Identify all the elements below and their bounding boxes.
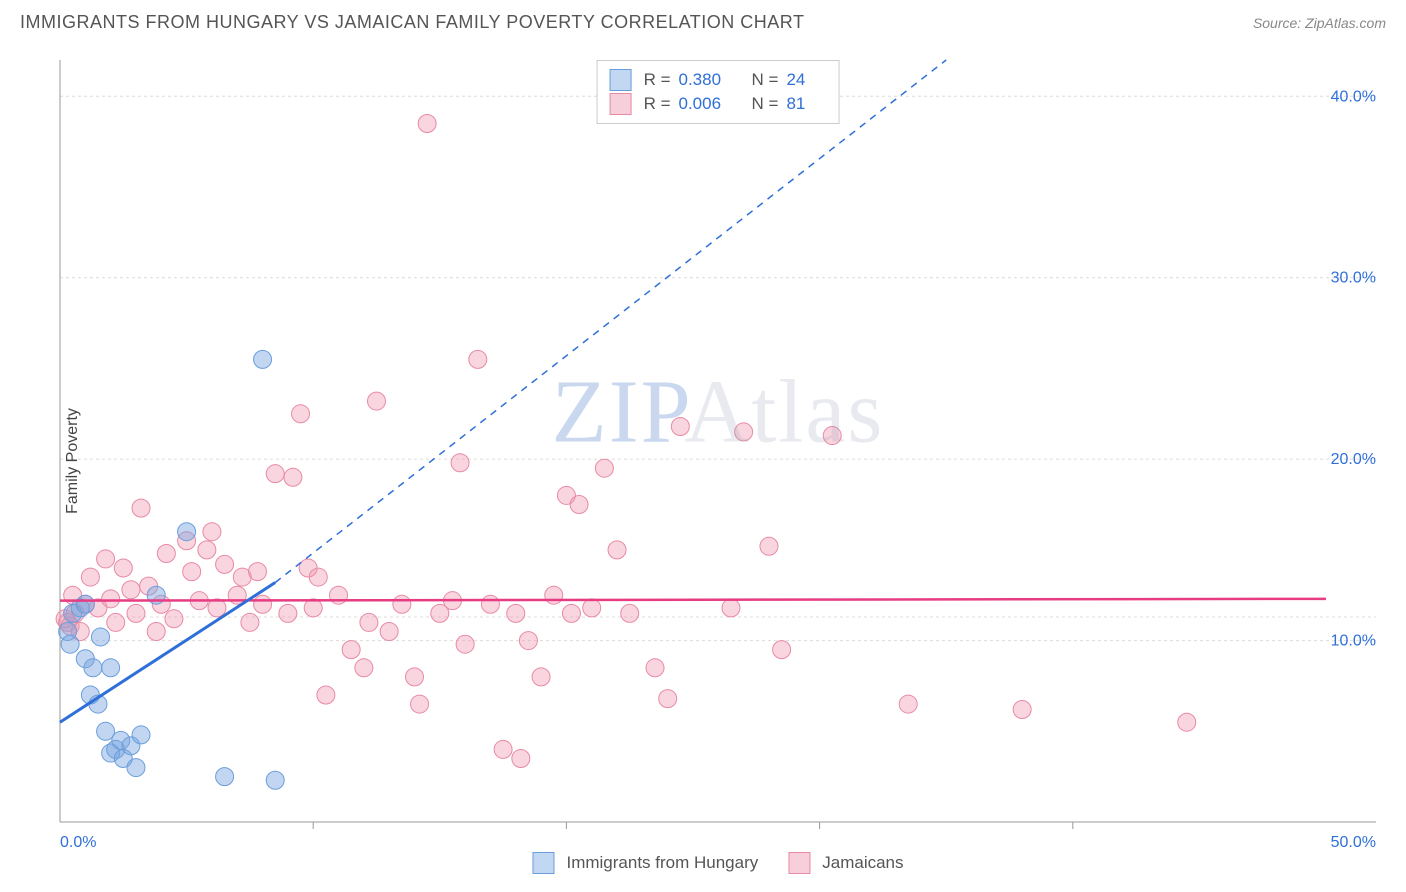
stats-box: R = 0.380 N = 24 R = 0.006 N = 81 [597, 60, 840, 124]
svg-text:30.0%: 30.0% [1331, 270, 1376, 287]
stats-row-series2: R = 0.006 N = 81 [610, 93, 827, 115]
stat-n-label: N = [752, 70, 779, 90]
legend-item-1: Immigrants from Hungary [532, 852, 758, 874]
legend-item-2: Jamaicans [788, 852, 903, 874]
legend-label-1: Immigrants from Hungary [566, 853, 758, 873]
bottom-legend: Immigrants from Hungary Jamaicans [522, 852, 913, 874]
legend-swatch-1 [532, 852, 554, 874]
stat-r-value-2: 0.006 [679, 94, 744, 114]
stat-n-value-2: 81 [786, 94, 826, 114]
scatter-chart: 10.0% 20.0% 30.0% 40.0% 0.0% 50.0% [50, 50, 1386, 872]
stats-row-series1: R = 0.380 N = 24 [610, 69, 827, 91]
chart-container: Family Poverty ZIPAtlas R = 0.380 N = 24… [50, 50, 1386, 872]
stat-r-label: R = [644, 94, 671, 114]
legend-swatch-2 [788, 852, 810, 874]
svg-text:50.0%: 50.0% [1331, 834, 1376, 851]
swatch-series1 [610, 69, 632, 91]
svg-text:40.0%: 40.0% [1331, 88, 1376, 105]
svg-text:20.0%: 20.0% [1331, 451, 1376, 468]
swatch-series2 [610, 93, 632, 115]
legend-label-2: Jamaicans [822, 853, 903, 873]
svg-text:10.0%: 10.0% [1331, 633, 1376, 650]
y-axis-label: Family Poverty [64, 408, 82, 514]
stat-n-value-1: 24 [786, 70, 826, 90]
svg-text:0.0%: 0.0% [60, 834, 96, 851]
chart-title: IMMIGRANTS FROM HUNGARY VS JAMAICAN FAMI… [20, 12, 804, 33]
stat-r-label: R = [644, 70, 671, 90]
stat-r-value-1: 0.380 [679, 70, 744, 90]
source-label: Source: ZipAtlas.com [1253, 15, 1386, 31]
stat-n-label: N = [752, 94, 779, 114]
